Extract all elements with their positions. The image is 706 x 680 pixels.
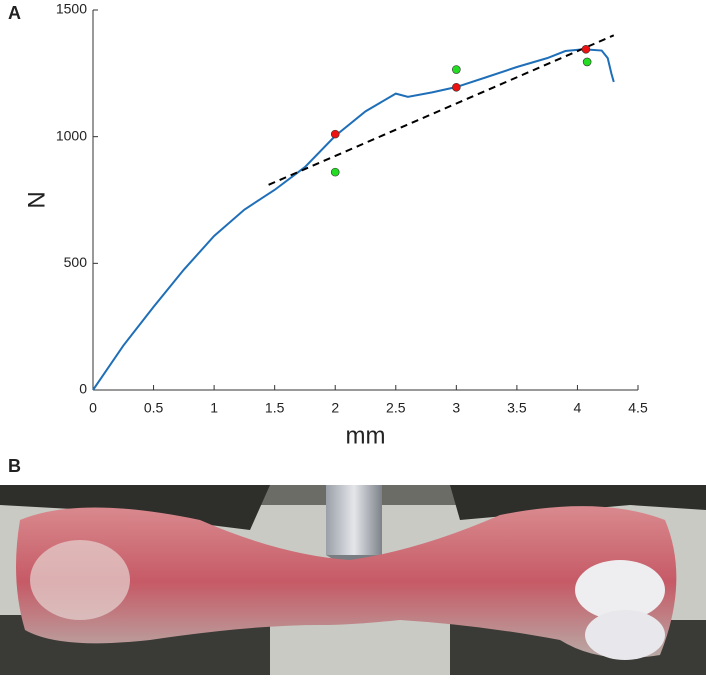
data-point [452,82,461,92]
y-tick-label: 500 [64,254,88,270]
x-tick-label: 4 [574,400,582,416]
x-tick-label: 1 [210,400,218,416]
data-line [92,48,615,391]
x-tick-label: 2 [331,400,339,416]
panel-label: A [8,3,21,23]
x-tick-label: 2.5 [386,400,406,416]
x-tick-label: 3 [452,400,460,416]
x-tick-label: 0 [89,400,97,416]
x-tick-label: 3.5 [507,400,527,416]
x-tick-label: 4.5 [628,400,648,416]
data-point [581,44,591,54]
y-tick-label: 1000 [56,127,87,143]
y-tick-label: 1500 [56,1,87,17]
data-point [330,129,340,139]
x-tick-label: 0.5 [144,400,164,416]
data-point [452,65,461,74]
photo [0,485,706,675]
data-point [582,57,592,67]
y-axis-label: N [23,191,50,208]
fit-line [268,34,615,186]
x-tick-label: 1.5 [265,400,285,416]
data-point [330,167,340,177]
y-tick-label: 0 [79,381,87,397]
panel-label: B [8,456,21,476]
x-axis-label: mm [346,422,386,449]
